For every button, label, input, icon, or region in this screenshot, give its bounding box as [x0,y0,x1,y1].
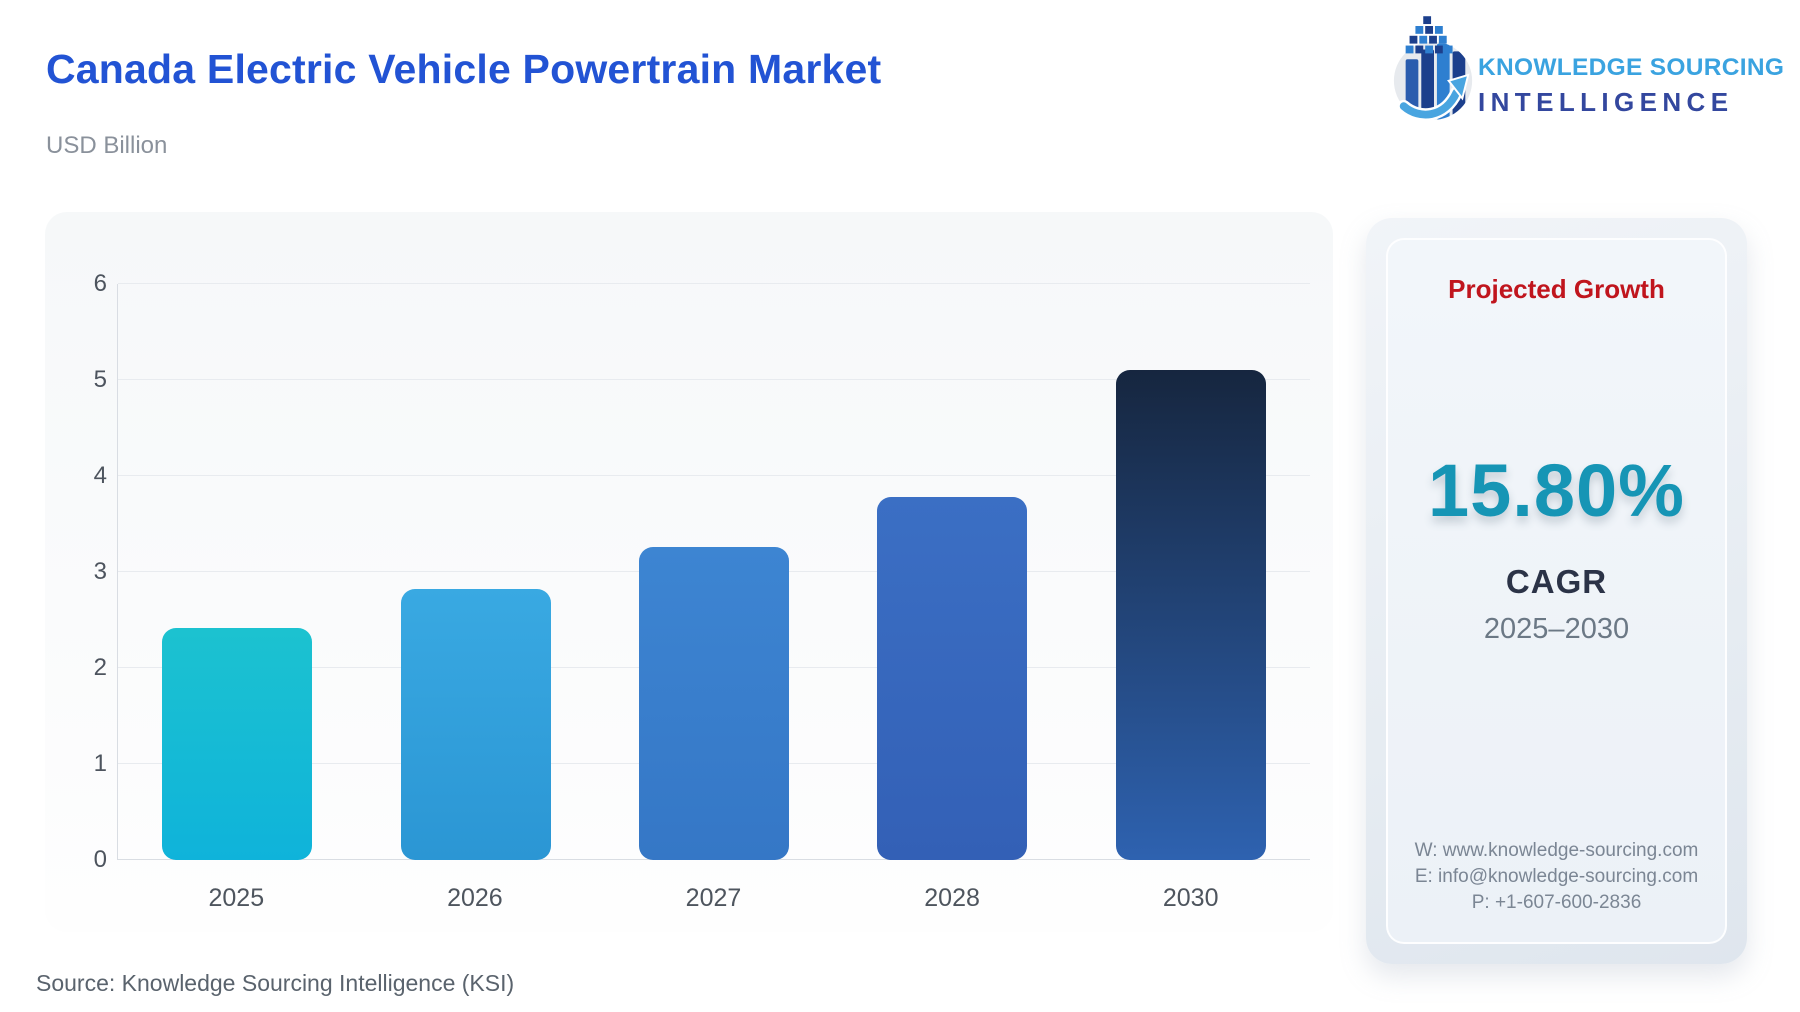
y-tick-label-0: 0 [93,846,107,873]
cagr-label: CAGR [1505,562,1608,600]
pixel-squares [1405,16,1453,54]
chart-card: 0 1 2 3 4 5 6 2025 2026 2027 2028 2030 [45,212,1333,932]
logo-text-primary: KNOWLEDGE SOURCING [1478,54,1785,81]
y-tick-label-3: 3 [93,558,107,585]
ksi-globe-arrow-icon [1393,16,1473,121]
bar-2028 [877,497,1028,860]
bar-slot-2028 [833,284,1071,860]
source-note: Source: Knowledge Sourcing Intelligence … [36,970,515,996]
gridline-5 [118,379,1310,380]
y-tick-label-2: 2 [93,654,107,681]
gridline-4 [118,475,1310,476]
growth-panel: Projected Growth 15.80% CAGR 2025–2030 W… [1366,218,1747,964]
bar-slot-2027 [595,284,833,860]
bar-slot-2026 [356,284,594,860]
x-axis-label-2028: 2028 [924,884,980,912]
x-axis-label-2025: 2025 [208,884,265,912]
y-tick-label-6: 6 [93,270,107,297]
bar-slot-2030 [1072,284,1310,860]
growth-panel-inner: Projected Growth 15.80% CAGR 2025–2030 W… [1386,238,1727,944]
contact-phone: P: +1-607-600-2836 [1471,892,1642,913]
contact-website: W: www.knowledge-sourcing.com [1414,840,1699,861]
y-axis-labels: 0 1 2 3 4 5 6 [61,270,107,873]
x-axis-label-2030: 2030 [1162,884,1219,912]
x-axis-labels: 2025 2026 2027 2028 2030 [117,884,1310,913]
plot-area [117,283,1310,860]
page-subtitle: USD Billion [46,132,168,159]
cagr-value: 15.80% [1428,448,1685,532]
y-tick-label-5: 5 [93,366,107,393]
page-title: Canada Electric Vehicle Powertrain Marke… [46,46,882,92]
contact-block: W: www.knowledge-sourcing.com E: info@kn… [1415,838,1699,916]
y-tick-label-4: 4 [93,462,107,489]
gridline-6 [118,283,1310,284]
cagr-period: 2025–2030 [1483,612,1630,645]
logo-text-secondary: INTELLIGENCE [1478,87,1734,117]
bar-slot-2025 [118,284,356,860]
x-axis-label-2027: 2027 [685,884,742,912]
x-axis-label-2026: 2026 [447,884,503,912]
bar-2030 [1115,370,1266,860]
contact-email: E: info@knowledge-sourcing.com [1414,866,1699,887]
bars [118,284,1310,860]
company-logo: KNOWLEDGE SOURCING INTELLIGENCE [1390,14,1785,126]
growth-title: Projected Growth [1448,274,1665,304]
bar-2027 [639,547,790,860]
bar-2025 [162,627,313,860]
bar-2026 [400,589,551,860]
y-tick-label-1: 1 [93,750,107,777]
